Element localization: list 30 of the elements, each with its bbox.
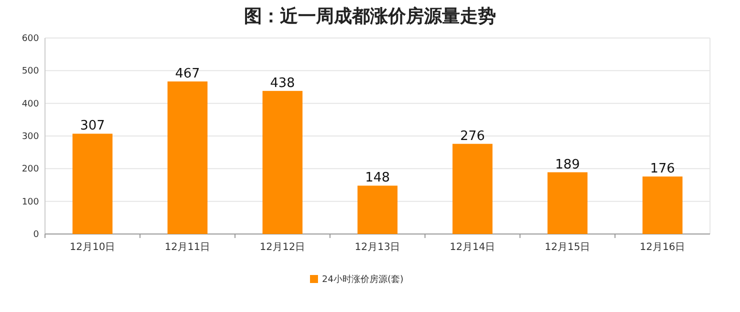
y-tick-label: 500 [22,66,40,77]
x-tick-label: 12月14日 [450,242,496,253]
y-tick-label: 100 [22,197,40,208]
x-tick-label: 12月12日 [260,242,306,253]
data-label: 189 [555,157,580,172]
x-tick-label: 12月16日 [640,242,686,253]
bar [262,90,302,234]
data-label: 467 [175,66,200,82]
y-tick-label: 200 [22,164,40,175]
bar [452,144,492,234]
y-tick-label: 400 [22,99,40,110]
x-tick-label: 12月13日 [354,242,400,253]
legend-label: 24小时涨价房源(套) [322,274,404,285]
data-label: 307 [80,118,105,134]
data-label: 148 [365,170,390,186]
y-tick-label: 0 [33,230,40,240]
x-tick-label: 12月15日 [544,242,590,253]
bar [548,172,588,234]
y-tick-label: 600 [22,34,40,44]
bar [168,81,208,234]
data-label: 438 [270,76,295,91]
x-tick-label: 12月11日 [164,242,210,253]
y-tick-label: 300 [22,132,40,142]
data-label: 176 [650,162,675,177]
x-tick-label: 12月10日 [70,242,116,253]
bar [642,176,682,234]
bar [358,186,398,234]
chart-title: 图：近一周成都涨价房源量走势 [244,6,496,27]
data-label: 276 [460,128,485,144]
bar [72,134,112,234]
